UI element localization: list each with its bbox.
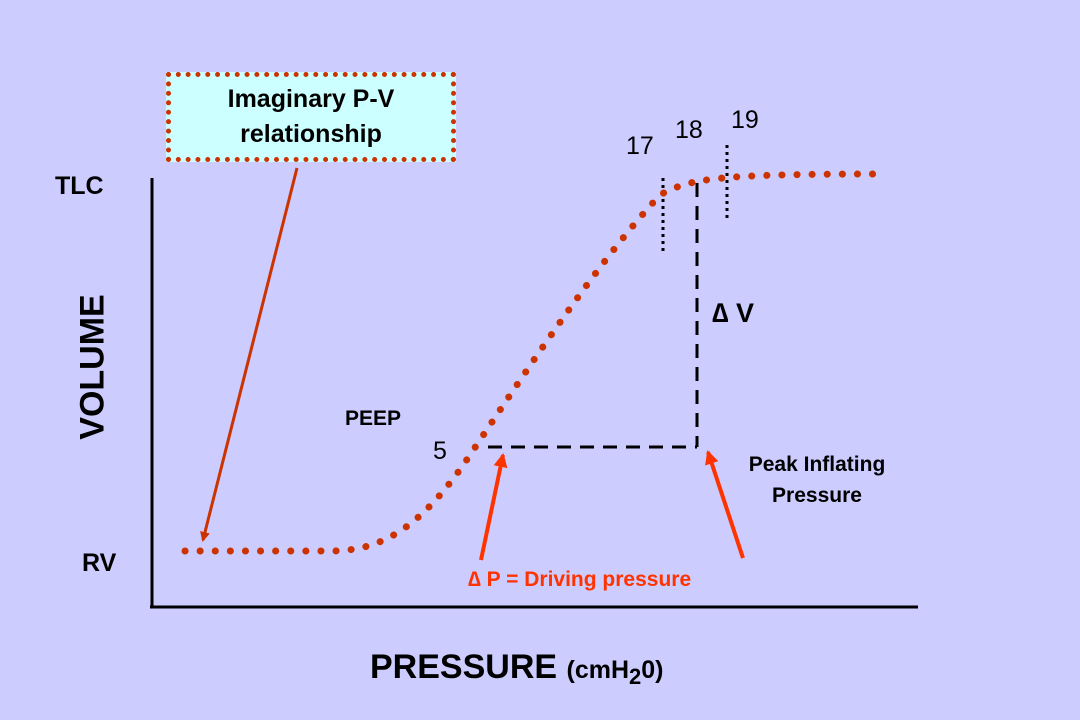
- peak-label-line-2: Pressure: [772, 484, 862, 507]
- pressure-axis-label: PRESSURE (cmH20): [370, 648, 664, 690]
- peak-pressure-arrow: [705, 450, 745, 559]
- pressure-18-label: 18: [675, 116, 703, 144]
- pv-curve: [181, 170, 889, 555]
- peak-inflating-pressure-label: Peak Inflating Pressure: [728, 449, 906, 511]
- pressure-17-label: 17: [626, 132, 654, 160]
- pressure-unit-post: 0): [641, 656, 664, 684]
- pressure-unit-sub: 2: [629, 664, 642, 689]
- pressure-unit: (cmH20): [566, 656, 664, 689]
- peep-value-label: 5: [433, 437, 447, 465]
- volume-axis-label: VOLUME: [73, 294, 112, 440]
- box-arrow: [200, 167, 299, 542]
- peep-label: PEEP: [345, 407, 402, 430]
- callout-line-1: Imaginary P-V: [227, 85, 395, 113]
- callout-line-2: relationship: [240, 120, 382, 148]
- pressure-label-text: PRESSURE: [370, 648, 558, 686]
- rv-label: RV: [82, 549, 117, 577]
- pressure-19-label: 19: [731, 106, 759, 134]
- imaginary-pv-callout: Imaginary P-V relationship: [166, 72, 456, 162]
- delta-v-label: ∆ V: [712, 298, 755, 328]
- pressure-unit-pre: (cmH: [566, 656, 630, 684]
- driving-pressure-label: ∆ P = Driving pressure: [468, 568, 692, 591]
- driving-pressure-arrow: [479, 453, 508, 561]
- tlc-label: TLC: [55, 172, 104, 200]
- peak-label-line-1: Peak Inflating: [748, 453, 886, 476]
